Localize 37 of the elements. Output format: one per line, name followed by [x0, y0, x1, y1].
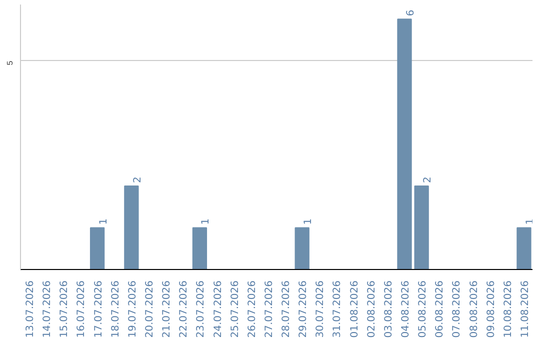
x-tick-label: 03.08.2026	[383, 280, 394, 338]
x-tick-label: 22.07.2026	[178, 280, 190, 338]
x-tick-label: 26.07.2026	[246, 280, 258, 338]
x-tick-label: 20.07.2026	[144, 280, 156, 338]
x-tick-label: 05.08.2026	[418, 280, 429, 338]
x-tick-label: 24.07.2026	[212, 280, 224, 338]
x-tick-label: 25.07.2026	[230, 280, 241, 338]
data-label: 1	[303, 218, 314, 225]
x-tick-label: 14.07.2026	[42, 280, 54, 338]
x-tick-label: 09.08.2026	[486, 280, 497, 338]
x-tick-label: 16.07.2026	[76, 280, 88, 338]
x-tick-label: 10.08.2026	[502, 280, 514, 338]
data-label: 1	[200, 218, 212, 225]
x-tick-label: 06.08.2026	[434, 280, 446, 338]
y-tick-label: 5	[6, 60, 14, 66]
x-tick-label: 02.08.2026	[366, 280, 378, 338]
x-tick-label: 08.08.2026	[468, 280, 480, 338]
x-tick-label: 11.08.2026	[520, 280, 531, 338]
x-tick-label: 17.07.2026	[93, 280, 104, 338]
x-tick-label: 13.07.2026	[25, 280, 36, 338]
x-tick-label: 23.07.2026	[196, 280, 207, 338]
x-tick-label: 07.08.2026	[452, 280, 463, 338]
x-tick-label: 01.08.2026	[349, 280, 360, 338]
x-tick-label: 29.07.2026	[298, 280, 310, 338]
data-label: 6	[406, 10, 416, 16]
x-tick-label: 30.07.2026	[315, 280, 326, 338]
x-tick-label: 31.07.2026	[332, 280, 344, 338]
x-tick-label: 04.08.2026	[400, 280, 412, 338]
x-tick-label: 21.07.2026	[162, 280, 173, 338]
data-label: 2	[422, 176, 434, 184]
data-label: 1	[98, 218, 110, 225]
x-tick-label: 19.07.2026	[127, 280, 138, 338]
x-tick-label: 28.07.2026	[281, 280, 292, 338]
x-tick-label: 18.07.2026	[110, 280, 122, 338]
x-tick-label: 27.07.2026	[264, 280, 275, 338]
data-label: 2	[132, 176, 144, 184]
x-tick-label: 15.07.2026	[59, 280, 70, 338]
